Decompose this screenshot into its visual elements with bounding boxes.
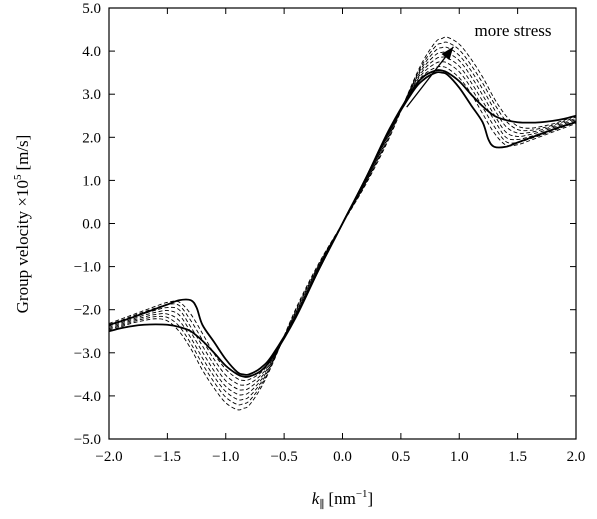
y-tick-label: 5.0 [82, 1, 101, 17]
y-tick-label: −5.0 [74, 432, 101, 448]
x-tick-label: −2.0 [95, 449, 122, 465]
annotation: more stress [406, 21, 569, 108]
y-axis-label-unit: [m/s] [13, 135, 32, 171]
x-axis-label-sub: ∥ [319, 498, 324, 511]
x-tick-label: 1.5 [508, 449, 527, 465]
ticks: −2.0 −1.5 −1.0 −0.5 0.0 0.5 1.0 1.5 2.0 −5.0 −4.0 −… [74, 1, 586, 465]
x-axis-label-unit-close: ] [368, 489, 374, 508]
y-tick-label: 4.0 [82, 44, 101, 60]
x-axis-label-unit-exp: −1 [356, 488, 368, 500]
y-tick-label: −4.0 [74, 389, 101, 405]
plot-frame [108, 7, 577, 440]
x-tick-label: −0.5 [271, 449, 298, 465]
x-axis-label-unit-open: [nm [328, 489, 355, 508]
series-line-dashed [108, 56, 577, 391]
series-line-solid [108, 69, 577, 378]
y-tick-label: −2.0 [74, 303, 101, 319]
y-axis-label-exp: 5 [12, 174, 24, 180]
y-tick-label: −3.0 [74, 346, 101, 362]
x-axis-label-var: k [312, 489, 320, 508]
y-tick-label: 3.0 [82, 87, 101, 103]
series-layer [108, 36, 577, 411]
x-tick-label: −1.0 [212, 449, 239, 465]
annotation-label: more stress [475, 21, 552, 40]
series-line-dashed [108, 46, 577, 401]
x-tick-label: 0.5 [392, 449, 411, 465]
y-tick-label: −1.0 [74, 260, 101, 276]
y-axis-label: Group velocity ×105 [m/s] [12, 135, 32, 314]
x-tick-label: 0.0 [333, 449, 352, 465]
annotation-arrow-head [441, 46, 454, 61]
y-axis-label-main: Group velocity ×10 [13, 180, 32, 313]
x-tick-label: 2.0 [567, 449, 586, 465]
x-tick-label: 1.0 [450, 449, 469, 465]
x-tick-label: −1.5 [154, 449, 181, 465]
y-tick-label: 1.0 [82, 173, 101, 189]
x-axis-label: k∥ [nm−1] [312, 488, 373, 511]
y-tick-label: 0.0 [82, 217, 101, 233]
annotation-label-bg [457, 21, 569, 42]
y-tick-label: 2.0 [82, 130, 101, 146]
